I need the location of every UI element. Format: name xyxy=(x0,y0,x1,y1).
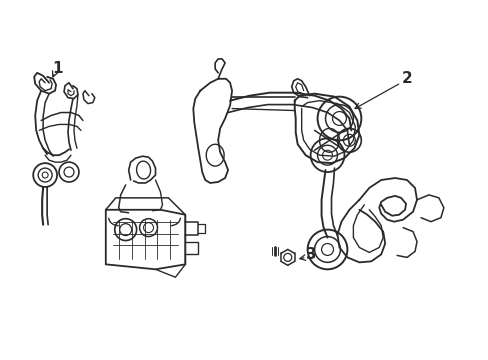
Text: 3: 3 xyxy=(305,247,316,262)
Text: 1: 1 xyxy=(52,61,62,76)
Text: 2: 2 xyxy=(401,71,411,86)
